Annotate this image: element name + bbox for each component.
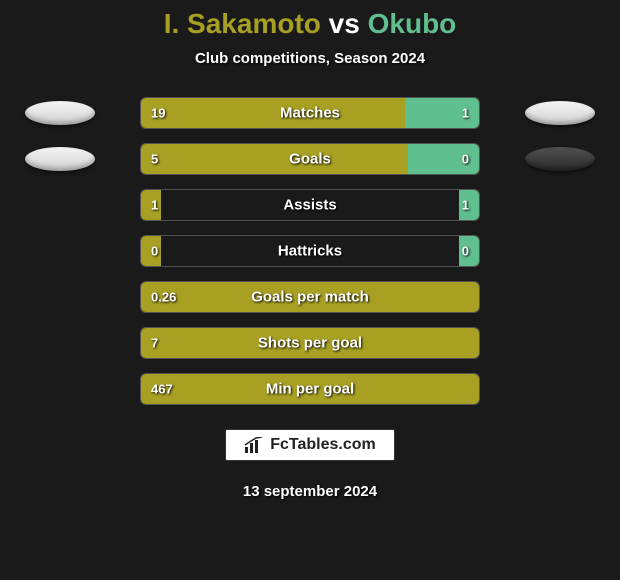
stat-row: Shots per goal7 <box>0 327 620 359</box>
stat-bar: Hattricks00 <box>140 235 480 267</box>
bar-segment-p1 <box>141 98 405 128</box>
stat-row: Assists11 <box>0 189 620 221</box>
chart-icon <box>244 437 264 453</box>
bar-segment-p1 <box>141 282 479 312</box>
stats-list: Matches191Goals50Assists11Hattricks00Goa… <box>0 97 620 405</box>
stat-bar: Goals50 <box>140 143 480 175</box>
bar-segment-p1 <box>141 374 479 404</box>
stat-value-p1: 0.26 <box>151 290 176 305</box>
stat-row: Goals50 <box>0 143 620 175</box>
team-badge-left <box>25 101 95 125</box>
logo-box: FcTables.com <box>225 429 395 461</box>
bar-segment-p1 <box>141 144 408 174</box>
stat-value-p1: 467 <box>151 382 173 397</box>
stat-value-p2: 1 <box>462 198 469 213</box>
stat-bar: Min per goal467 <box>140 373 480 405</box>
stat-row: Goals per match0.26 <box>0 281 620 313</box>
bar-segment-p1 <box>141 328 479 358</box>
logo-text: FcTables.com <box>270 436 376 454</box>
stat-value-p2: 0 <box>462 152 469 167</box>
stat-bar: Goals per match0.26 <box>140 281 480 313</box>
stat-value-p1: 19 <box>151 106 165 121</box>
player1-name: I. Sakamoto <box>164 8 321 39</box>
stat-row: Matches191 <box>0 97 620 129</box>
stat-bar: Shots per goal7 <box>140 327 480 359</box>
stat-row: Min per goal467 <box>0 373 620 405</box>
stat-value-p1: 1 <box>151 198 158 213</box>
stat-value-p1: 0 <box>151 244 158 259</box>
comparison-infographic: I. Sakamoto vs Okubo Club competitions, … <box>0 0 620 580</box>
stat-value-p2: 1 <box>462 106 469 121</box>
team-badge-right <box>525 101 595 125</box>
date: 13 september 2024 <box>243 483 377 500</box>
stat-bar: Matches191 <box>140 97 480 129</box>
team-badge-left <box>25 147 95 171</box>
page-title: I. Sakamoto vs Okubo <box>164 8 457 40</box>
stat-bar: Assists11 <box>140 189 480 221</box>
stat-value-p1: 7 <box>151 336 158 351</box>
stat-row: Hattricks00 <box>0 235 620 267</box>
team-badge-right <box>525 147 595 171</box>
stat-value-p1: 5 <box>151 152 158 167</box>
subtitle: Club competitions, Season 2024 <box>195 50 425 67</box>
vs-text: vs <box>329 8 360 39</box>
stat-value-p2: 0 <box>462 244 469 259</box>
player2-name: Okubo <box>368 8 457 39</box>
